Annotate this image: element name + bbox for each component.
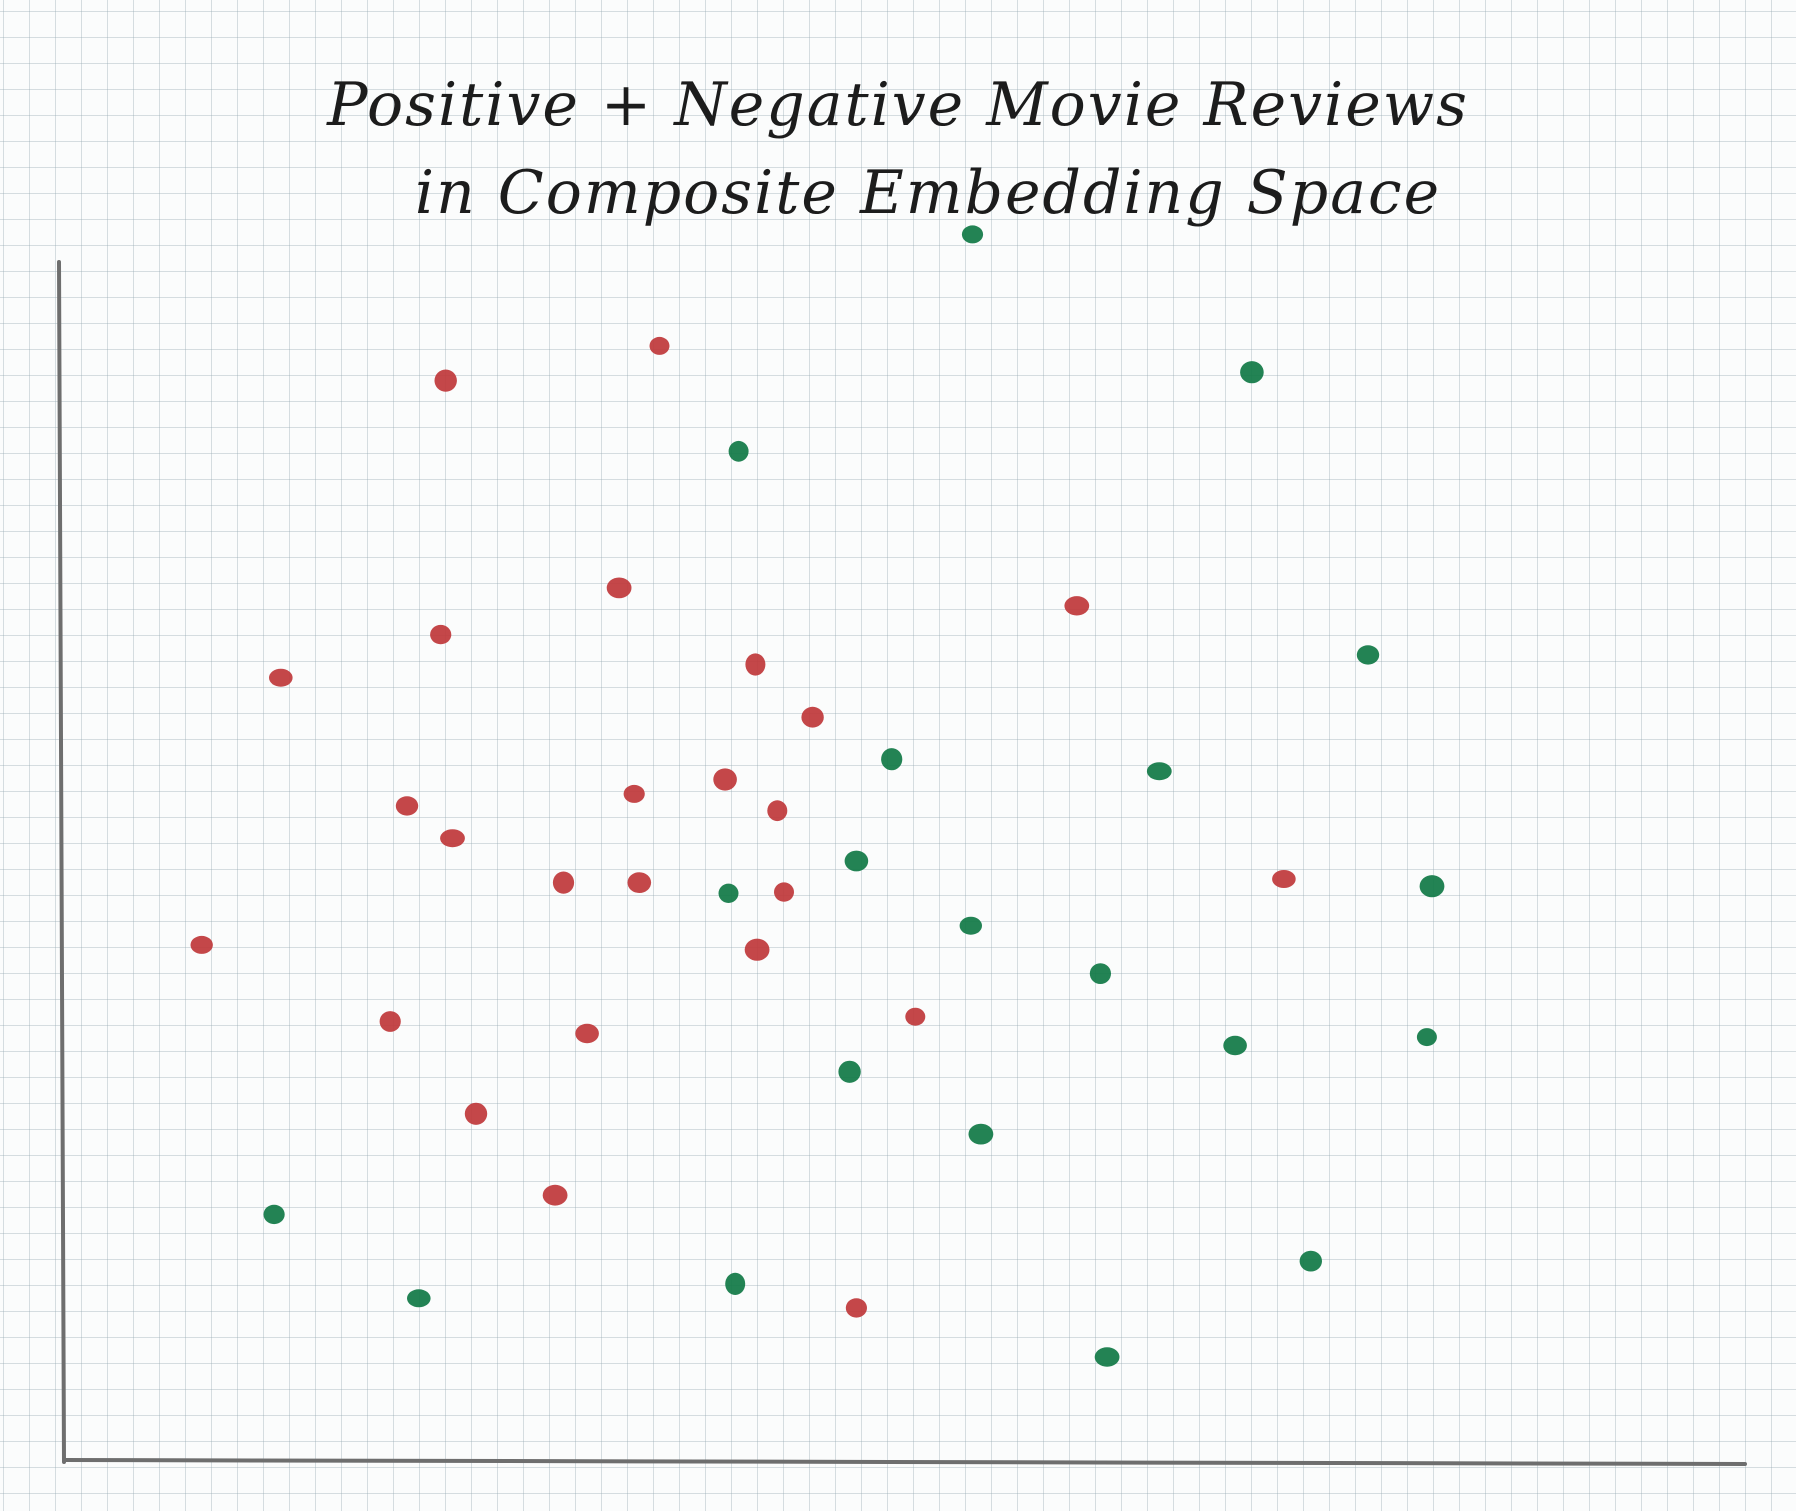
scatter-point: [728, 440, 749, 462]
scatter-point: [190, 935, 213, 954]
scatter-point: [1272, 870, 1296, 888]
scatter-point: [745, 653, 766, 676]
scatter-point: [801, 706, 824, 728]
scatter-point: [379, 1011, 401, 1032]
scatter-point: [464, 1102, 488, 1125]
data-points: [190, 225, 1445, 1367]
scatter-point: [718, 883, 739, 903]
scatter-point: [623, 784, 645, 803]
scatter-point: [838, 1060, 861, 1083]
scatter-point: [395, 796, 419, 816]
scatter-point: [961, 225, 984, 244]
scatter-point: [713, 768, 737, 791]
y-axis: [57, 260, 66, 1464]
scatter-point: [744, 938, 770, 961]
scatter-point: [440, 829, 465, 848]
scatter-point: [263, 1204, 285, 1225]
scatter-point: [606, 577, 632, 599]
scatter-point: [1356, 645, 1380, 665]
scatter-point: [1416, 1028, 1437, 1047]
scatter-point: [627, 872, 652, 893]
scatter-point: [1299, 1250, 1323, 1272]
scatter-point: [905, 1007, 926, 1026]
scatter-point: [407, 1289, 431, 1308]
scatter-point: [552, 871, 575, 894]
scatter-point: [844, 850, 869, 872]
scatter-point: [959, 916, 982, 935]
scatter-point: [725, 1272, 746, 1295]
scatter-point: [1419, 875, 1445, 898]
scatter-point: [1240, 361, 1264, 384]
x-axis: [62, 1458, 1747, 1466]
scatter-point: [434, 369, 457, 392]
scatter-point: [575, 1023, 599, 1044]
scatter-point: [845, 1298, 868, 1318]
scatter-point: [1146, 762, 1172, 781]
scatter-point: [1089, 963, 1111, 984]
scatter-point: [1094, 1347, 1120, 1367]
chart-title-line-2: in Composite Embedding Space: [414, 158, 1442, 228]
scatter-point: [968, 1123, 994, 1145]
scatter-point: [430, 624, 452, 645]
scatter-point: [1223, 1035, 1247, 1056]
scatter-point: [649, 336, 670, 355]
scatter-point: [1064, 596, 1090, 616]
chart-title-line-1: Positive + Negative Movie Reviews: [327, 70, 1469, 140]
scatter-point: [774, 882, 794, 902]
scatter-point: [881, 748, 903, 771]
scatter-point: [269, 668, 293, 687]
scatter-point: [767, 800, 788, 822]
scatter-point: [542, 1184, 568, 1206]
